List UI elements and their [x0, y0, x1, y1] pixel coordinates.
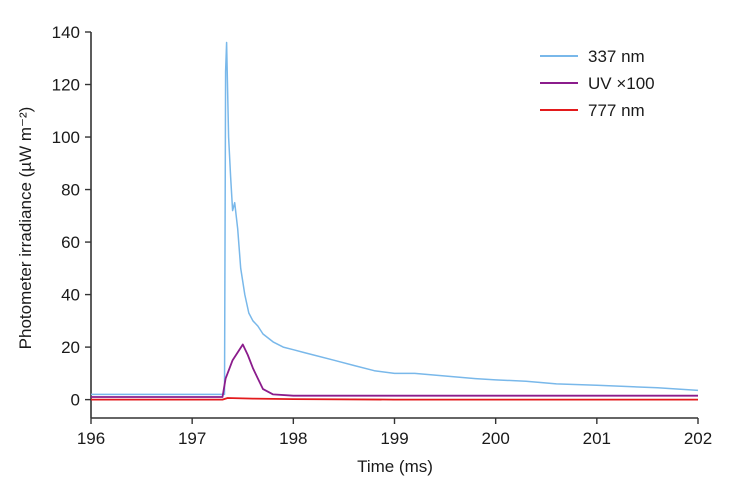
x-tick-label: 197 — [178, 429, 206, 448]
legend-label-2: UV ×100 — [588, 74, 655, 93]
x-tick-label: 196 — [77, 429, 105, 448]
y-tick-label: 0 — [71, 391, 80, 410]
y-axis-title: Photometer irradiance (µW m⁻²) — [16, 107, 35, 350]
y-tick-label: 60 — [61, 233, 80, 252]
y-tick-label: 20 — [61, 338, 80, 357]
series-line-3 — [91, 397, 698, 401]
y-tick-label: 120 — [52, 76, 80, 95]
x-tick-label: 198 — [279, 429, 307, 448]
x-tick-label: 202 — [684, 429, 712, 448]
x-ticks: 196 197 198 199 200 201 202 — [77, 418, 712, 448]
series-line-2 — [91, 343, 698, 398]
series-layer — [91, 41, 699, 401]
x-tick-label: 199 — [380, 429, 408, 448]
y-tick-label: 100 — [52, 128, 80, 147]
y-tick-label: 40 — [61, 286, 80, 305]
y-tick-label: 80 — [61, 181, 80, 200]
legend-label-3: 777 nm — [588, 101, 645, 120]
legend: 337 nm UV ×100 777 nm — [540, 47, 655, 120]
series-line-1 — [91, 41, 699, 396]
y-ticks: 0 20 40 60 80 100 120 140 — [52, 23, 91, 410]
x-tick-label: 201 — [583, 429, 611, 448]
x-axis-title: Time (ms) — [357, 457, 433, 476]
y-tick-label: 140 — [52, 23, 80, 42]
x-tick-label: 200 — [481, 429, 509, 448]
legend-label-1: 337 nm — [588, 47, 645, 66]
